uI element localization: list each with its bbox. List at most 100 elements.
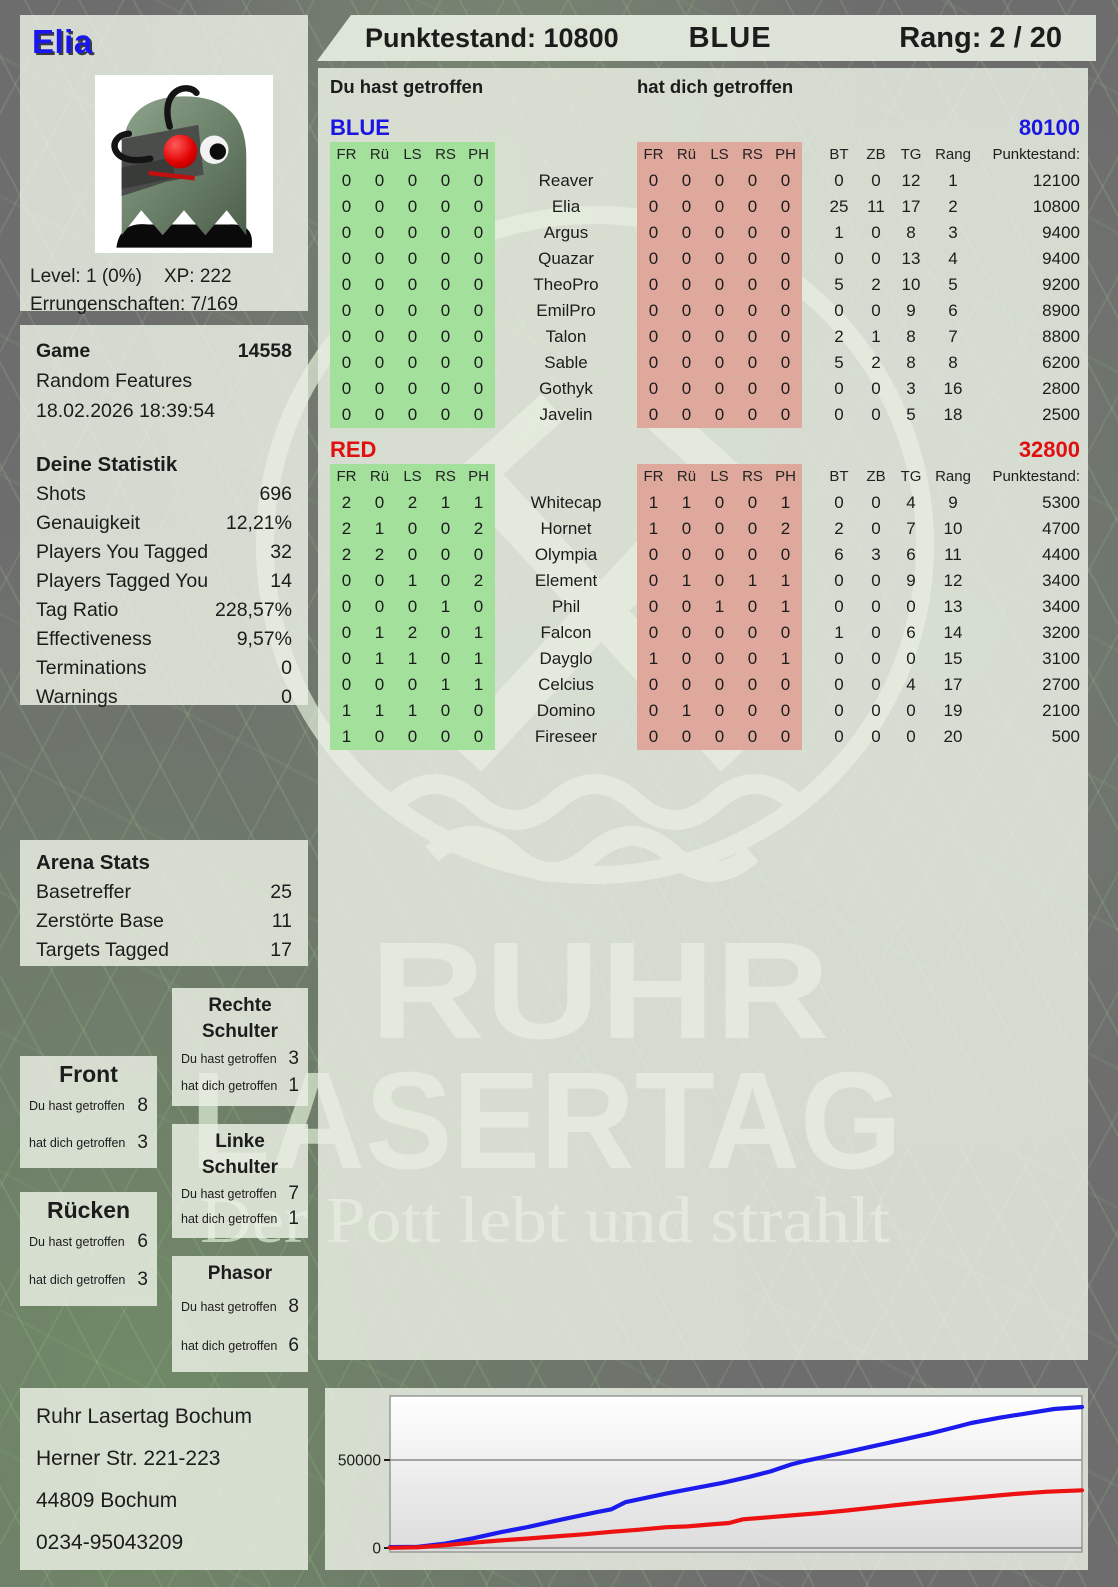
got-cell: 0 (670, 724, 703, 750)
got-cell: 0 (703, 376, 736, 402)
got-cell: 0 (670, 350, 703, 376)
got-cell: 0 (670, 324, 703, 350)
scoreboard-row: 0 0 0 0 0 Talon 0 0 0 0 0 2 1 8 7 8800 (318, 324, 1088, 350)
hit-cell: 0 (429, 376, 462, 402)
zone-stat-label: Du hast getroffen (181, 1051, 277, 1066)
hit-cell: 0 (429, 698, 462, 724)
zb-cell: 2 (871, 275, 881, 294)
scoreboard-header-row: FR Rü LS RS PH FR Rü LS RS PH BT ZB TG Rang Punktestan… (318, 464, 1088, 490)
got-cell: 0 (736, 516, 769, 542)
hit-cell: 1 (429, 594, 462, 620)
rang-cell: 20 (943, 727, 963, 746)
spacer (802, 724, 820, 750)
hit-cell: 0 (363, 568, 396, 594)
bt-cell: 1 (834, 623, 844, 642)
got-cell: 2 (769, 516, 802, 542)
team-score: 32800 (1018, 437, 1080, 462)
got-cell: 0 (703, 490, 736, 516)
profile-box: Elia Level: 1 (0%) XP: (20, 15, 308, 315)
player-name-cell: Phil (551, 597, 581, 616)
scoreboard-row: 0 0 1 0 2 Element 0 1 0 1 1 0 0 9 12 3400 (318, 568, 1088, 594)
hit-cell: 0 (363, 298, 396, 324)
hit-cell: 1 (462, 490, 495, 516)
tg-cell: 4 (906, 493, 916, 512)
punktestand-cell: 2100 (1042, 701, 1080, 720)
arena-stats-title: Arena Stats (36, 851, 150, 874)
col-header: RS (736, 464, 769, 490)
zb-cell: 3 (871, 545, 881, 564)
tg-cell: 13 (901, 249, 921, 268)
player-name-cell: Whitecap (530, 493, 602, 512)
spacer (802, 516, 820, 542)
hit-cell: 0 (396, 594, 429, 620)
hit-cell: 0 (429, 272, 462, 298)
hit-cell: 0 (330, 594, 363, 620)
scoreboard-row: 2 2 0 0 0 Olympia 0 0 0 0 0 6 3 6 11 4400 (318, 542, 1088, 568)
got-cell: 0 (769, 698, 802, 724)
rank-header: Rang: 2 / 20 (899, 21, 1062, 54)
got-cell: 0 (703, 402, 736, 428)
scoreboard-column-group-headers: Du hast getroffen hat dich getroffen (318, 68, 1088, 106)
got-cell: 0 (769, 376, 802, 402)
tg-cell: 8 (906, 327, 916, 346)
hit-cell: 0 (396, 542, 429, 568)
player-name-cell: Elia (551, 197, 581, 216)
zone-stat-row: Du hast getroffen 3 (181, 1045, 299, 1072)
col-header: FR (330, 464, 363, 490)
punktestand-cell: 8800 (1042, 327, 1080, 346)
got-cell: 1 (637, 516, 670, 542)
got-cell: 0 (736, 620, 769, 646)
stat-value: 32 (270, 541, 292, 563)
spacer (802, 698, 820, 724)
got-cell: 0 (703, 646, 736, 672)
hit-cell: 1 (363, 698, 396, 724)
tg-cell: 6 (906, 623, 916, 642)
avatar-mouth (148, 170, 195, 181)
got-cell: 0 (769, 168, 802, 194)
bt-cell: 0 (834, 727, 844, 746)
hit-cell: 0 (396, 168, 429, 194)
spacer (802, 168, 820, 194)
stat-row: Players Tagged You 14 (36, 567, 292, 596)
tg-cell: 3 (906, 379, 916, 398)
got-cell: 0 (703, 568, 736, 594)
got-cell: 0 (637, 376, 670, 402)
got-cell: 0 (703, 246, 736, 272)
punktestand-cell: 4700 (1042, 519, 1080, 538)
hit-cell: 0 (429, 194, 462, 220)
hit-cell: 0 (363, 220, 396, 246)
hit-cell: 0 (330, 402, 363, 428)
got-cell: 1 (670, 490, 703, 516)
col-header: TG (900, 146, 922, 163)
stat-label: Players Tagged You (36, 570, 209, 592)
hit-cell: 0 (363, 724, 396, 750)
got-cell: 0 (670, 542, 703, 568)
zb-cell: 0 (871, 223, 881, 242)
got-cell: 0 (670, 220, 703, 246)
zb-cell: 0 (871, 301, 881, 320)
hit-cell: 0 (429, 168, 462, 194)
col-header: ZB (866, 468, 886, 485)
hit-cell: 0 (462, 350, 495, 376)
tg-cell: 0 (906, 701, 916, 720)
stat-row: Shots 696 (36, 480, 292, 509)
got-cell: 0 (703, 168, 736, 194)
hit-cell: 0 (462, 298, 495, 324)
zone-title: Linke Schulter (201, 1131, 279, 1178)
spacer (802, 220, 820, 246)
hit-cell: 0 (462, 272, 495, 298)
zone-stat-label: hat dich getroffen (29, 1273, 126, 1287)
tg-cell: 9 (906, 571, 916, 590)
player-name-cell: Hornet (540, 519, 592, 538)
got-cell: 0 (670, 516, 703, 542)
player-name-cell: TheoPro (533, 275, 599, 294)
rang-cell: 9 (948, 493, 958, 512)
zone-stat-value: 6 (137, 1231, 148, 1252)
player-name-cell: Reaver (538, 171, 594, 190)
spacer (802, 194, 820, 220)
plot-area (389, 1395, 1083, 1553)
got-cell: 0 (769, 246, 802, 272)
got-cell: 0 (637, 672, 670, 698)
game-id: 14558 (237, 340, 292, 362)
punktestand-cell: 9200 (1042, 275, 1080, 294)
